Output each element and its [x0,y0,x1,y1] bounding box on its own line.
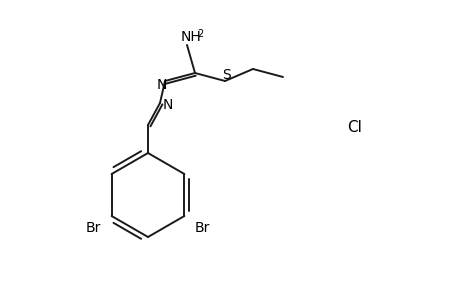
Text: N: N [157,78,167,92]
Text: NH: NH [180,30,201,44]
Text: Br: Br [194,221,210,235]
Text: Cl: Cl [347,121,362,136]
Text: S: S [222,68,231,82]
Text: N: N [162,98,173,112]
Text: 2: 2 [196,29,203,39]
Text: Br: Br [86,221,101,235]
